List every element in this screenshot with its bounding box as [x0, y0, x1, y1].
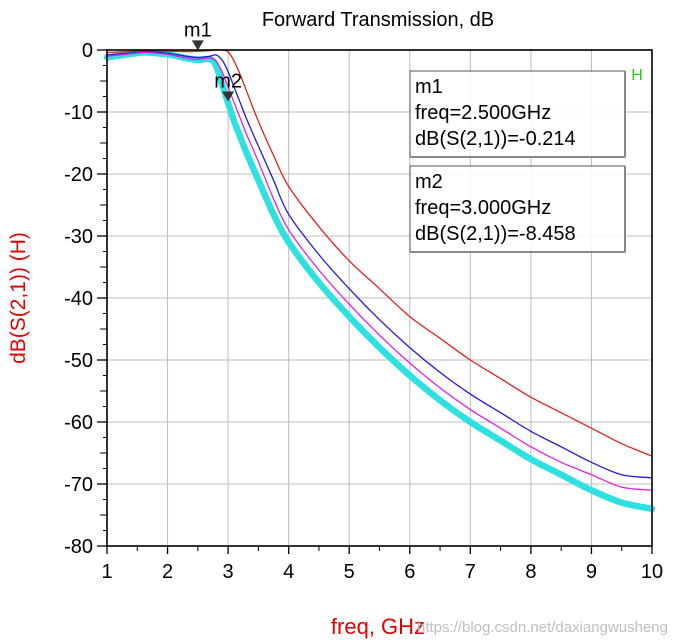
y-tick-label--40: -40 — [64, 288, 93, 310]
y-tick-label--70: -70 — [64, 474, 93, 496]
marker-box-m2: m2 freq=3.000GHz dB(S(2,1))=-8.458 — [409, 165, 626, 253]
marker-box-m2-value: dB(S(2,1))=-8.458 — [415, 223, 576, 245]
x-tick-label-9: 9 — [586, 561, 597, 583]
y-tick-label--50: -50 — [64, 350, 93, 372]
x-tick-label-10: 10 — [641, 561, 663, 583]
y-axis-label: dB(S(2,1)) (H) — [7, 232, 30, 364]
x-tick-label-7: 7 — [465, 561, 476, 583]
marker-box-m1-freq: freq=2.500GHz — [415, 102, 551, 124]
x-tick-label-2: 2 — [162, 561, 173, 583]
y-tick-label--30: -30 — [64, 226, 93, 248]
marker-triangle-m2 — [222, 91, 235, 102]
marker-label-m2: m2 — [214, 70, 242, 92]
x-tick-label-3: 3 — [223, 561, 234, 583]
chart-title: Forward Transmission, dB — [262, 9, 494, 31]
marker-box-m1-title: m1 — [415, 76, 443, 98]
data-series — [103, 49, 656, 513]
watermark: https://blog.csdn.net/daxiangwusheng — [417, 619, 668, 636]
series-line-blue — [106, 51, 653, 479]
y-tick-label--80: -80 — [64, 536, 93, 558]
x-tick-label-6: 6 — [404, 561, 415, 583]
marker-box-m2-freq: freq=3.000GHz — [415, 197, 551, 219]
marker-box-m2-title: m2 — [415, 171, 443, 193]
x-tick-label-1: 1 — [101, 561, 112, 583]
y-tick-label--10: -10 — [64, 102, 93, 124]
y-tick-label--20: -20 — [64, 164, 93, 186]
marker-box-m1: m1 freq=2.500GHz dB(S(2,1))=-0.214 — [409, 70, 626, 158]
axis-ticks: 1 2 3 4 5 6 7 8 9 10 0 -10 -20 -30 -40 -50 -60 -70 -80 — [64, 40, 663, 583]
marker-label-m1: m1 — [184, 19, 212, 41]
x-tick-label-4: 4 — [283, 561, 294, 583]
x-tick-label-5: 5 — [344, 561, 355, 583]
x-axis-label: freq, GHz — [331, 614, 425, 639]
marker-triangle-m1 — [191, 40, 204, 51]
y-tick-label-0: 0 — [82, 40, 93, 62]
series-line-magenta — [106, 51, 653, 491]
marker-box-m1-value: dB(S(2,1))=-0.214 — [415, 128, 576, 150]
corner-h-label: H — [631, 67, 643, 84]
x-tick-label-8: 8 — [525, 561, 536, 583]
y-tick-label--60: -60 — [64, 412, 93, 434]
markers: m1 m2 — [184, 19, 242, 102]
series-line-red — [106, 49, 653, 457]
